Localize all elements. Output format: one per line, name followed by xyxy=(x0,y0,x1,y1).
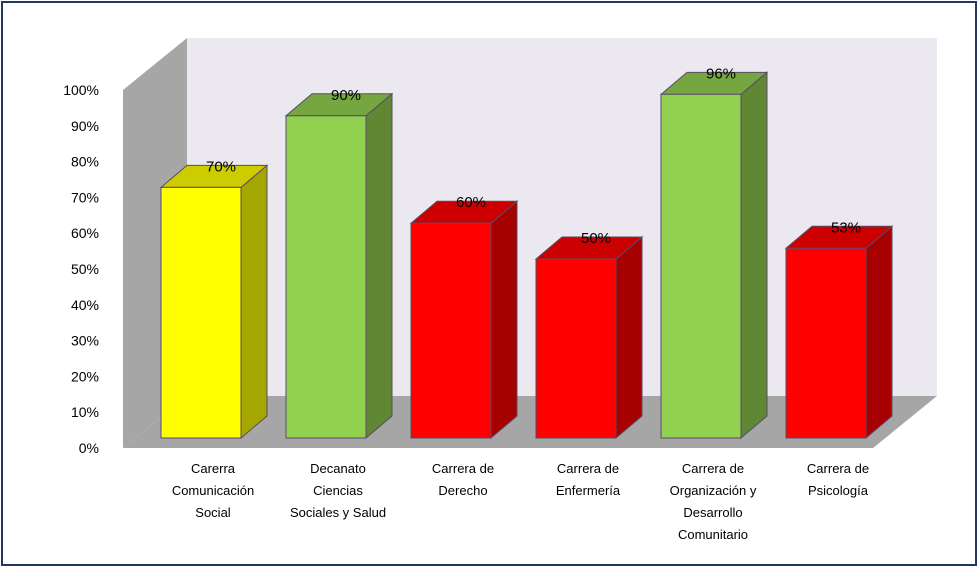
bar-front xyxy=(785,247,867,439)
data-label: 60% xyxy=(456,194,486,211)
bar-side xyxy=(240,164,268,440)
bar-side xyxy=(615,235,643,440)
y-tick-label: 70% xyxy=(71,189,99,205)
category-label-line: Decanato xyxy=(310,461,366,476)
data-label: 90% xyxy=(331,87,361,104)
data-label: 53% xyxy=(831,219,861,236)
category-label-line: Organización y xyxy=(670,483,757,498)
category-label: Carrera de Enfermería xyxy=(556,461,621,498)
category-label: Decanato Ciencias Sociales y Salud xyxy=(290,461,386,520)
category-label: Carrera de Organización y Desarrollo Comuni… xyxy=(670,461,757,542)
y-tick-label: 80% xyxy=(71,154,99,170)
bar xyxy=(284,92,394,440)
category-label-line: Comunitario xyxy=(678,527,748,542)
bar xyxy=(409,200,519,440)
bar-side xyxy=(740,71,768,440)
y-tick-label: 50% xyxy=(71,261,99,277)
category-label-line: Psicología xyxy=(808,483,869,498)
y-tick-label: 100% xyxy=(63,82,99,98)
bar-side xyxy=(865,225,893,440)
bar-front xyxy=(160,186,242,439)
bar-side xyxy=(490,200,518,440)
category-labels: Carerra Comunicación Social Decanato Ciencia… xyxy=(172,461,869,542)
category-label-line: Sociales y Salud xyxy=(290,505,386,520)
category-label: Carrera de Derecho xyxy=(432,461,494,498)
category-label-line: Comunicación xyxy=(172,483,254,498)
y-tick-label: 60% xyxy=(71,225,99,241)
y-tick-label: 90% xyxy=(71,118,99,134)
y-tick-label: 30% xyxy=(71,333,99,349)
category-label-line: Carrera de xyxy=(557,461,619,476)
bars-group xyxy=(159,71,894,440)
bar-front xyxy=(535,258,617,439)
bar xyxy=(534,235,644,440)
category-label-line: Carrera de xyxy=(432,461,494,476)
bar-front xyxy=(285,115,367,439)
data-labels: 70% 90% 60% 50% 96% 53% xyxy=(206,65,861,247)
category-label-line: Enfermería xyxy=(556,483,621,498)
bar-front xyxy=(660,93,742,439)
bar-front xyxy=(410,222,492,439)
bar xyxy=(659,71,769,440)
category-label-line: Carerra xyxy=(191,461,236,476)
category-label-line: Carrera de xyxy=(807,461,869,476)
bar-chart: 0% 10% 20% 30% 40% 50% 60% 70% 80% 90% 100% 70% 90%… xyxy=(63,38,937,542)
category-label-line: Ciencias xyxy=(313,483,363,498)
category-label: Carrera de Psicología xyxy=(807,461,869,498)
bar-side xyxy=(365,92,393,440)
data-label: 50% xyxy=(581,230,611,247)
bar xyxy=(784,225,894,440)
data-label: 96% xyxy=(706,65,736,82)
y-axis-ticks: 0% 10% 20% 30% 40% 50% 60% 70% 80% 90% 100% xyxy=(63,82,99,456)
category-label-line: Desarrollo xyxy=(683,505,742,520)
category-label-line: Derecho xyxy=(438,483,487,498)
category-label-line: Social xyxy=(195,505,231,520)
category-label: Carerra Comunicación Social xyxy=(172,461,254,520)
y-tick-label: 10% xyxy=(71,404,99,420)
data-label: 70% xyxy=(206,158,236,175)
y-tick-label: 0% xyxy=(79,440,99,456)
y-tick-label: 20% xyxy=(71,368,99,384)
category-label-line: Carrera de xyxy=(682,461,744,476)
y-tick-label: 40% xyxy=(71,297,99,313)
bar xyxy=(159,164,269,440)
